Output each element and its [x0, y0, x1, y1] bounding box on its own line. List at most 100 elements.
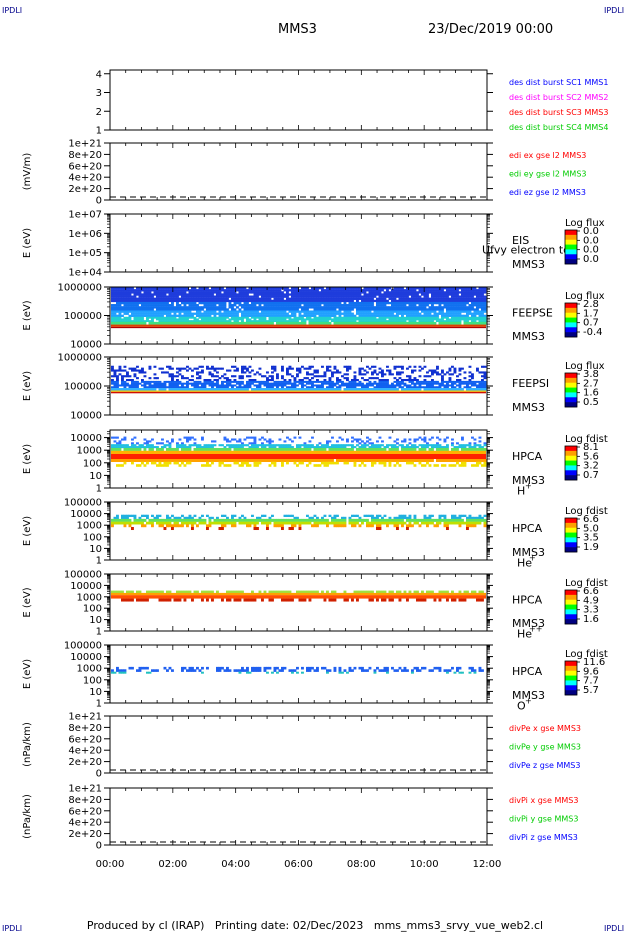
heatmap-cell	[116, 291, 119, 294]
heatmap-cell	[428, 444, 432, 447]
heatmap-cell	[236, 312, 239, 315]
heatmap-cell	[241, 318, 244, 321]
heatmap-cell	[408, 365, 412, 368]
heatmap-cell	[326, 464, 329, 467]
heatmap-cell	[231, 388, 234, 391]
heatmap-cell	[426, 310, 429, 313]
heatmap-cell	[436, 312, 439, 315]
heatmap-cell	[251, 382, 254, 385]
heatmap-cell	[401, 291, 404, 294]
heatmap-cell	[451, 293, 454, 296]
heatmap-cell	[138, 388, 142, 391]
heatmap-cell	[116, 464, 119, 467]
heatmap-cell	[301, 306, 304, 309]
heatmap-cell	[251, 314, 254, 318]
heatmap-cell	[148, 459, 152, 462]
heatmap-cell	[391, 388, 394, 391]
heatmap-cell	[166, 297, 169, 300]
heatmap-cell	[333, 367, 337, 370]
heatmap-cell	[241, 299, 244, 303]
heatmap-cell	[341, 304, 344, 307]
heatmap-cell	[433, 380, 437, 383]
heatmap-cell	[453, 446, 457, 449]
heatmap-cell	[246, 299, 249, 303]
heatmap-cell	[278, 382, 282, 385]
heatmap-cell	[403, 459, 407, 462]
heatmap-cell	[141, 321, 144, 325]
heatmap-cell	[296, 306, 299, 309]
heatmap-cell	[211, 308, 214, 311]
heatmap-cell	[146, 295, 149, 298]
heatmap-cell	[208, 367, 212, 370]
heatmap-cell	[241, 380, 244, 383]
heatmap-cell	[323, 293, 327, 296]
heatmap-cell	[368, 306, 372, 309]
heatmap-cell	[441, 380, 444, 383]
heatmap-cell	[333, 304, 337, 307]
heatmap-cell	[433, 382, 437, 385]
heatmap-cell	[286, 371, 289, 374]
heatmap-cell	[146, 516, 149, 520]
heatmap-cell	[171, 304, 174, 307]
heatmap-cell	[321, 382, 324, 385]
heatmap-cell	[198, 447, 202, 451]
heatmap-cell	[363, 459, 367, 462]
heatmap-cell	[166, 295, 169, 298]
heatmap-cell	[123, 312, 127, 315]
heatmap-cell	[121, 318, 124, 321]
heatmap-cell	[401, 308, 404, 311]
heatmap-cell	[393, 444, 397, 447]
heatmap-cell	[436, 382, 439, 385]
heatmap-cell	[186, 310, 189, 313]
heatmap-cell	[268, 320, 272, 323]
heatmap-cell	[451, 388, 454, 391]
heatmap-cell	[191, 369, 194, 372]
heatmap-cell	[431, 310, 434, 313]
heatmap-cell	[206, 382, 209, 385]
heatmap-cell	[301, 310, 304, 313]
heatmap-cell	[173, 291, 177, 294]
heatmap-cell	[178, 388, 182, 391]
heatmap-cell	[328, 321, 332, 325]
heatmap-cell	[123, 287, 127, 290]
heatmap-cell	[238, 438, 242, 441]
heatmap-cell	[423, 321, 427, 325]
heatmap-cell	[116, 316, 119, 319]
heatmap-cell	[436, 306, 439, 309]
heatmap-cell	[286, 321, 289, 325]
heatmap-cell	[226, 295, 229, 298]
heatmap-cell	[151, 461, 154, 465]
heatmap-cell	[226, 377, 229, 380]
heatmap-cell	[216, 384, 219, 387]
heatmap-cell	[383, 384, 387, 387]
heatmap-cell	[341, 380, 344, 383]
heatmap-cell	[411, 306, 414, 309]
heatmap-cell	[326, 369, 329, 372]
heatmap-cell	[456, 312, 459, 315]
heatmap-cell	[328, 369, 332, 372]
heatmap-cell	[273, 293, 277, 296]
heatmap-cell	[351, 386, 354, 389]
heatmap-cell	[436, 314, 439, 318]
heatmap-cell	[471, 436, 474, 439]
heatmap-cell	[206, 289, 209, 292]
heatmap-cell	[173, 386, 177, 389]
heatmap-cell	[438, 301, 442, 305]
heatmap-cell	[436, 386, 439, 389]
heatmap-cell	[298, 382, 302, 385]
heatmap-cell	[476, 459, 479, 462]
heatmap-cell	[256, 301, 259, 305]
heatmap-cell	[388, 373, 392, 376]
heatmap-cell	[338, 293, 342, 296]
heatmap-cell	[288, 301, 292, 305]
heatmap-cell	[116, 308, 119, 311]
heatmap-cell	[171, 295, 174, 298]
heatmap-cell	[346, 459, 349, 462]
heatmap-cell	[263, 318, 267, 321]
colorbar-segment	[565, 249, 577, 255]
heatmap-cell	[346, 320, 349, 323]
heatmap-cell	[303, 295, 307, 298]
heatmap-cell	[191, 382, 194, 385]
heatmap-cell	[118, 297, 122, 300]
heatmap-cell	[161, 464, 164, 467]
